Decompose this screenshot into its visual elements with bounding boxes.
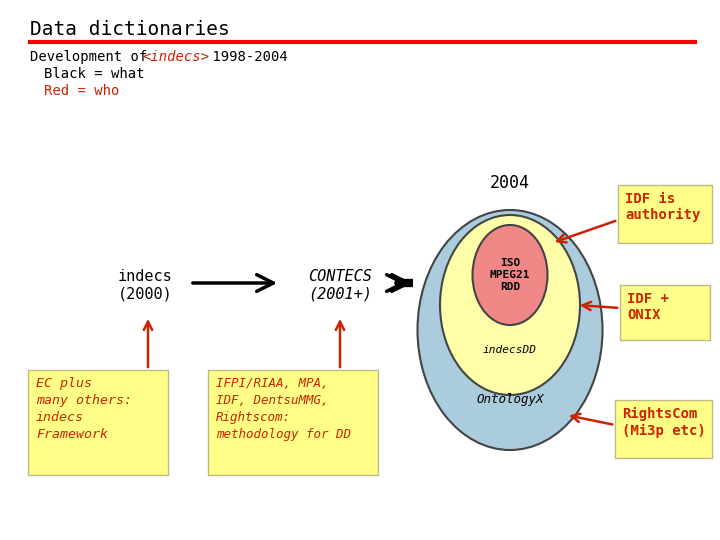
FancyBboxPatch shape [208,370,378,475]
FancyBboxPatch shape [620,285,710,340]
Text: OntologyX: OntologyX [476,394,544,407]
Ellipse shape [440,215,580,395]
Text: indecs
(2000): indecs (2000) [117,269,172,301]
FancyBboxPatch shape [615,400,712,458]
Text: CONTECS
(2001+): CONTECS (2001+) [308,269,372,301]
Text: RightsCom
(Mi3p etc): RightsCom (Mi3p etc) [622,407,706,437]
Ellipse shape [418,210,603,450]
Text: ISO
MPEG21
RDD: ISO MPEG21 RDD [490,259,530,292]
Text: Red = who: Red = who [44,84,120,98]
Text: EC plus
many others:
indecs
Framework: EC plus many others: indecs Framework [36,377,132,441]
Text: IFPI/RIAA, MPA,
IDF, DentsuMMG,
Rightscom:
methodology for DD: IFPI/RIAA, MPA, IDF, DentsuMMG, Rightsco… [216,377,351,441]
Text: Black = what: Black = what [44,67,145,81]
Ellipse shape [472,225,547,325]
FancyBboxPatch shape [28,370,168,475]
Text: Data dictionaries: Data dictionaries [30,20,230,39]
Text: 2004: 2004 [490,174,530,192]
Text: IDF +
ONIX: IDF + ONIX [627,292,669,322]
Text: IDF is
authority: IDF is authority [625,192,701,222]
Text: indecsDD: indecsDD [483,345,537,355]
Text: 1998-2004: 1998-2004 [204,50,288,64]
FancyBboxPatch shape [618,185,712,243]
Text: Development of: Development of [30,50,156,64]
Text: <indecs>: <indecs> [142,50,209,64]
